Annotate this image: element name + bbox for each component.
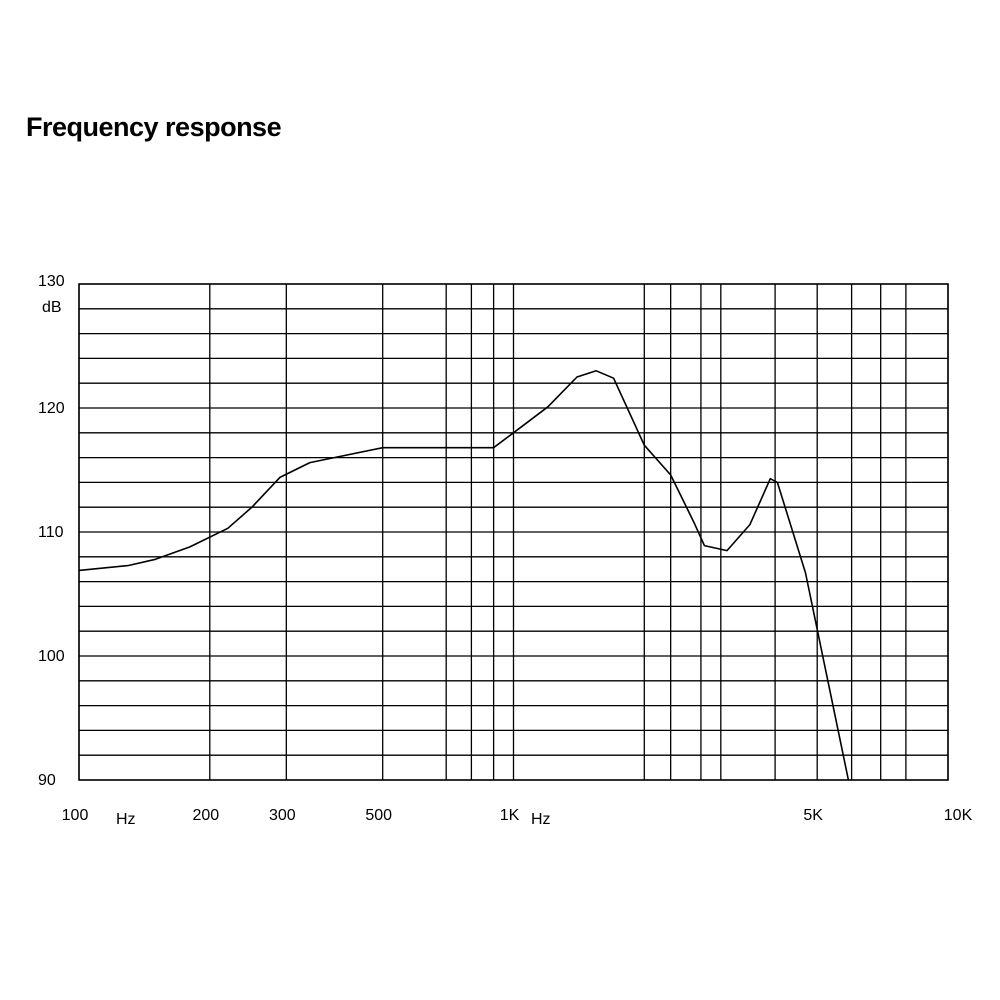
- y-tick-label: 90: [38, 772, 56, 789]
- plot-frame: [78, 283, 949, 781]
- x-tick-label: 100: [62, 807, 89, 824]
- x-axis-unit-label: Hz: [116, 811, 136, 828]
- frequency-response-line: [78, 369, 850, 781]
- y-tick-label: 120: [38, 400, 65, 417]
- x-tick-label: 200: [192, 807, 219, 824]
- x-tick-label: 500: [365, 807, 392, 824]
- x-tick-label: 10K: [944, 807, 973, 824]
- x-tick-label: 1K: [500, 807, 520, 824]
- y-axis-unit-label: dB: [42, 299, 62, 316]
- series-line: [78, 369, 850, 781]
- grid: [78, 283, 949, 781]
- x-tick-label: 300: [269, 807, 296, 824]
- chart-title: Frequency response: [26, 112, 282, 142]
- x-tick-label: 5K: [803, 807, 823, 824]
- x-axis-unit-label-1k: Hz: [531, 811, 551, 828]
- y-tick-label: 110: [38, 524, 64, 541]
- y-tick-label: 130: [38, 273, 65, 290]
- axes: dB Hz Hz 130 120 110 100 90 100 200 300 500 1K 5K 1…: [38, 273, 973, 828]
- y-tick-label: 100: [38, 648, 65, 665]
